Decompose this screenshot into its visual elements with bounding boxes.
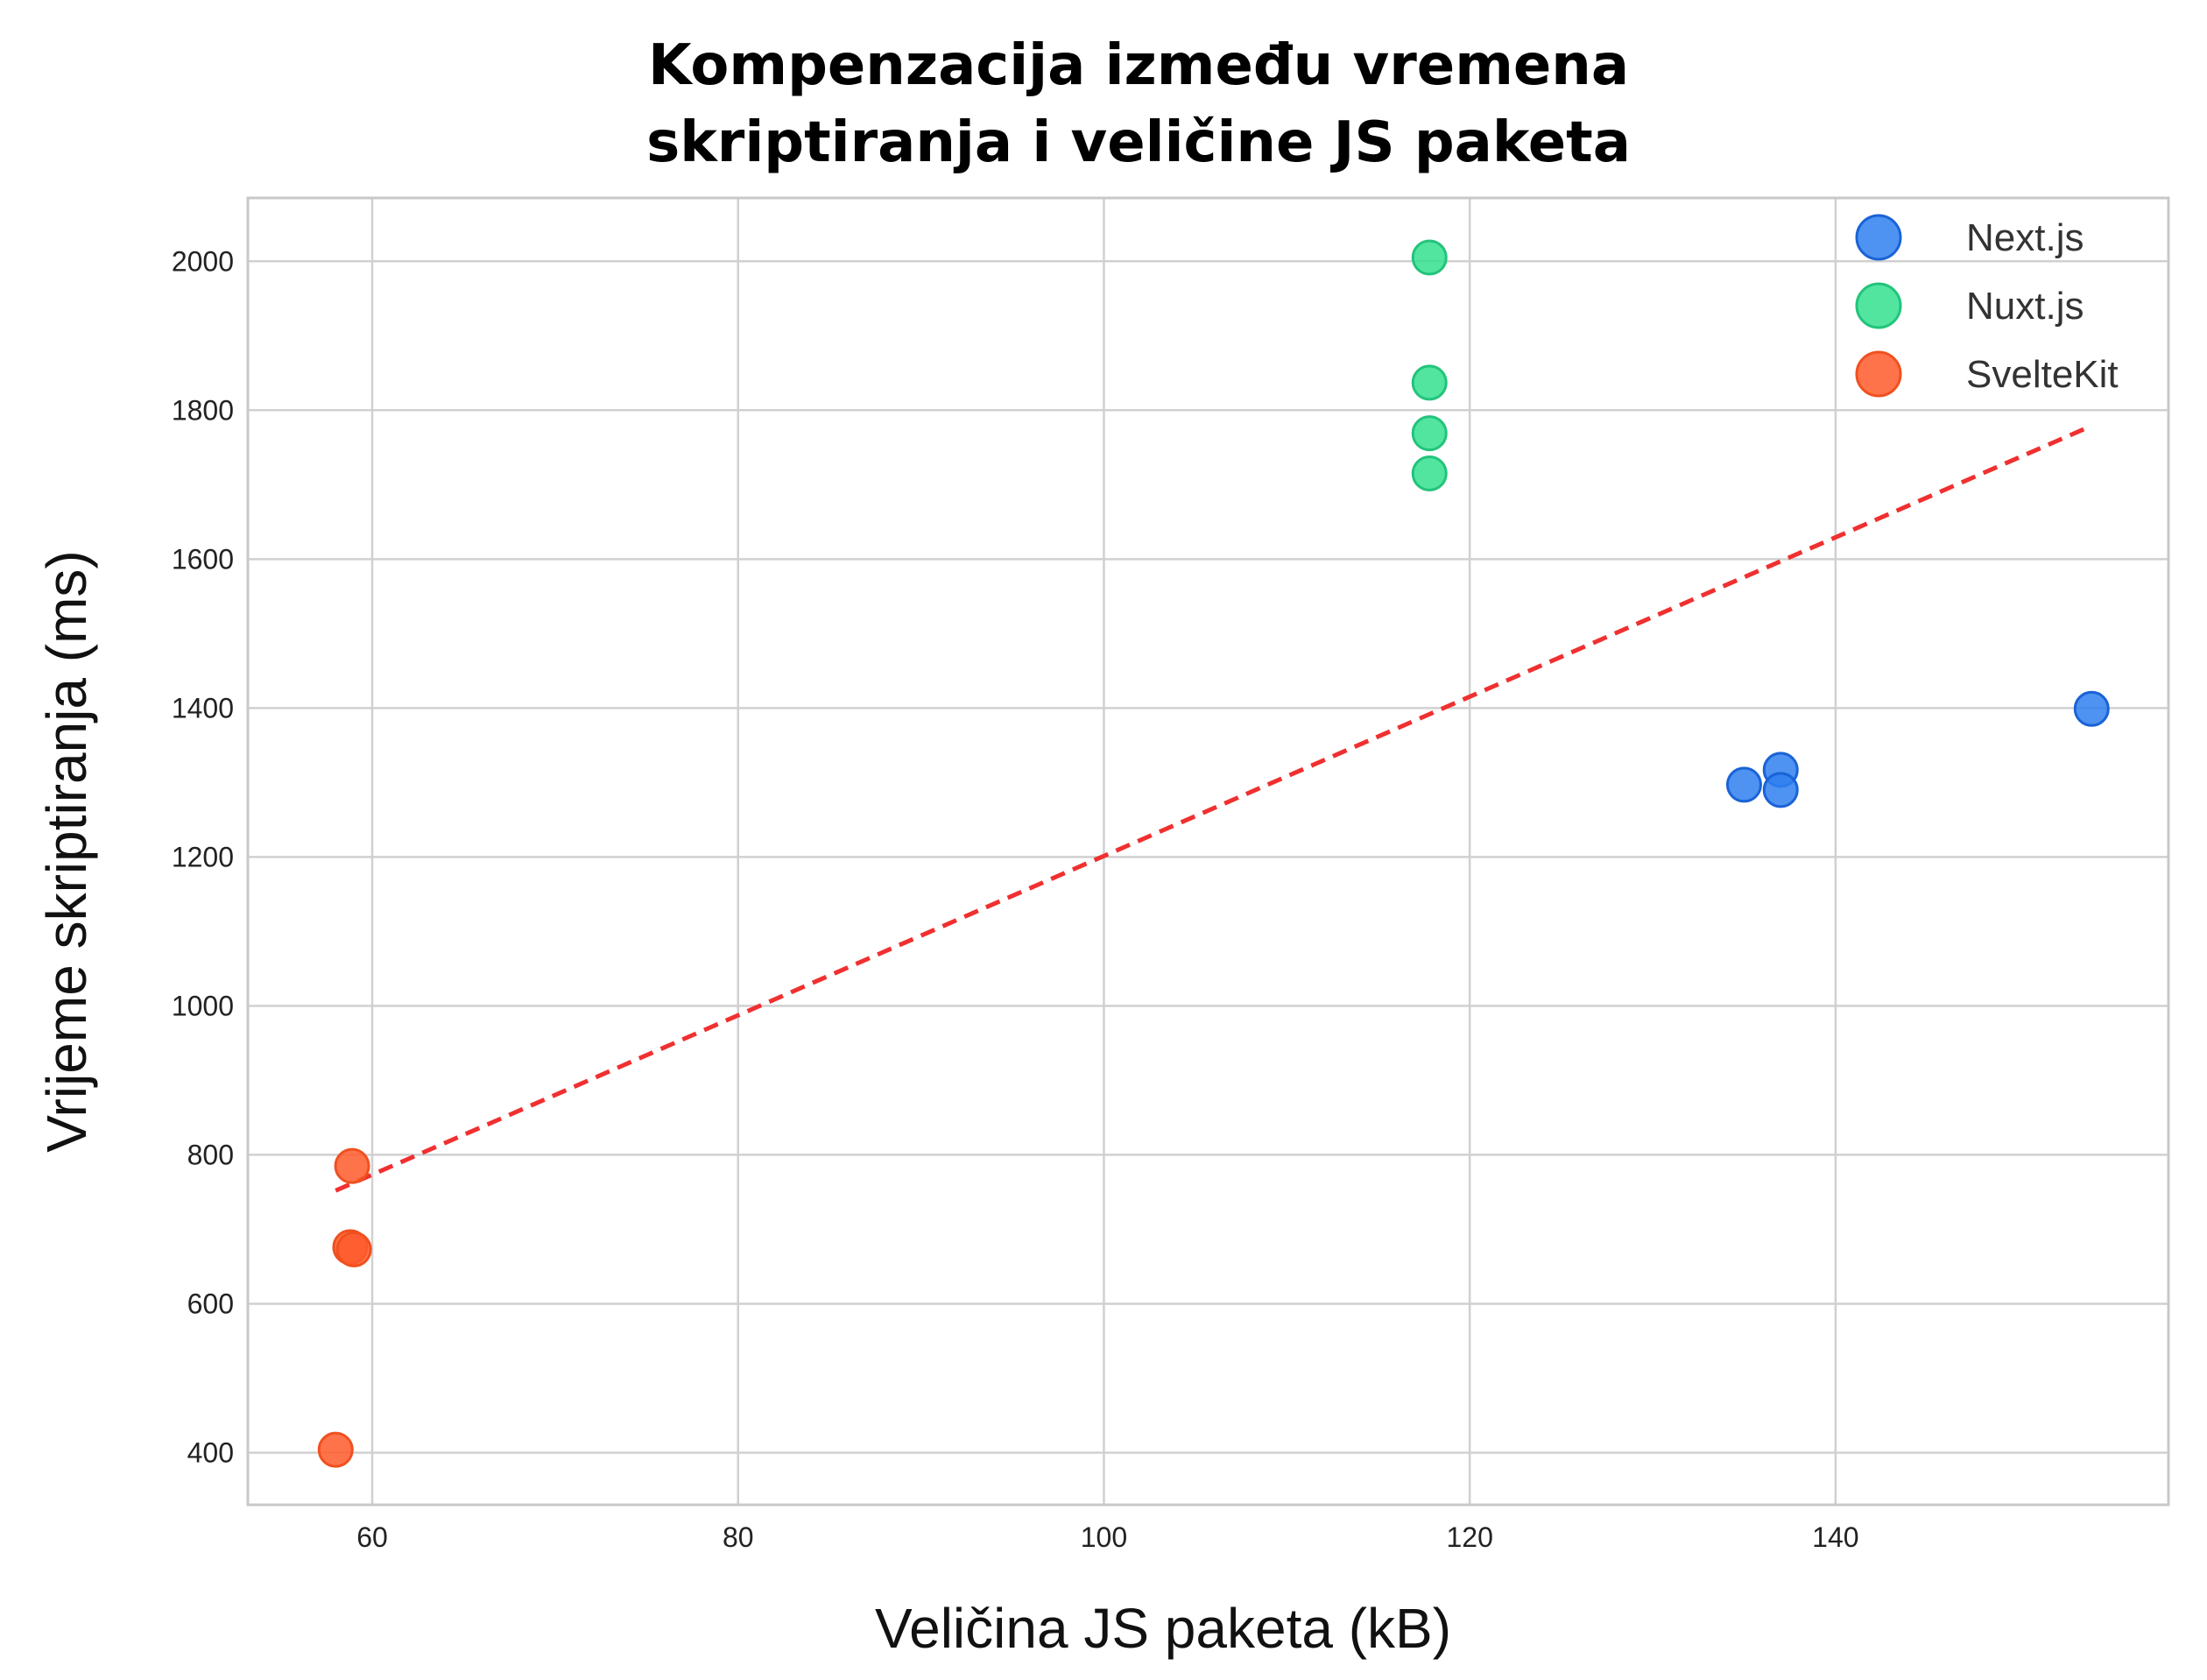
legend-marker-next-js — [1855, 214, 1902, 261]
legend-label-nuxt-js: Nuxt.js — [1966, 285, 2084, 328]
sveltekit-point — [317, 1431, 354, 1468]
y-axis-label: Vrijeme skriptiranja (ms) — [35, 550, 98, 1153]
y-tick-label: 600 — [187, 1288, 234, 1319]
plot-area-frame — [246, 196, 2170, 1507]
nuxt-js-point — [1411, 239, 1448, 276]
sveltekit-point — [335, 1231, 372, 1267]
next-js-point — [1725, 766, 1762, 803]
y-tick-label: 1200 — [172, 841, 234, 872]
next-js-point — [1762, 772, 1799, 808]
x-tick-label: 80 — [723, 1521, 754, 1553]
legend: Next.js Nuxt.js SvelteKit — [1855, 214, 2119, 398]
y-tick-label: 2000 — [172, 245, 234, 277]
y-tick-label: 1800 — [172, 394, 234, 426]
y-tick-label: 400 — [187, 1436, 234, 1468]
legend-label-next-js: Next.js — [1966, 216, 2084, 259]
y-tick-label: 1600 — [172, 543, 234, 575]
legend-label-sveltekit: SvelteKit — [1966, 353, 2119, 396]
chart-title-line-2: skriptiranja i veličine JS paketa — [646, 110, 1631, 175]
chart-title-line-1: Kompenzacija između vremena — [648, 33, 1629, 98]
grid — [248, 198, 2168, 1505]
y-axis-ticks: 400 600 800 1000 1200 1400 1600 1800 2000 — [172, 245, 234, 1468]
trendline-dashed — [335, 423, 2093, 1193]
nuxt-js-point — [1411, 455, 1448, 492]
nuxt-js-point — [1411, 415, 1448, 452]
x-tick-label: 100 — [1081, 1521, 1127, 1553]
trendline — [335, 423, 2093, 1193]
x-axis-ticks: 60 80 100 120 140 — [356, 1521, 1858, 1553]
y-tick-label: 1000 — [172, 990, 234, 1021]
next-js-point — [2073, 690, 2110, 727]
x-tick-label: 140 — [1812, 1521, 1858, 1553]
x-tick-label: 120 — [1446, 1521, 1492, 1553]
x-tick-label: 60 — [356, 1521, 388, 1553]
y-tick-label: 1400 — [172, 692, 234, 724]
legend-marker-nuxt-js — [1855, 282, 1902, 329]
nuxt-js-point — [1411, 364, 1448, 401]
y-tick-label: 800 — [187, 1139, 234, 1170]
data-points — [317, 239, 2110, 1468]
sveltekit-point — [334, 1147, 370, 1184]
x-axis-label: Veličina JS paketa (kB) — [875, 1597, 1451, 1660]
chart-title: Kompenzacija između vremena skriptiranja… — [646, 33, 1631, 175]
legend-marker-sveltekit — [1855, 350, 1902, 398]
